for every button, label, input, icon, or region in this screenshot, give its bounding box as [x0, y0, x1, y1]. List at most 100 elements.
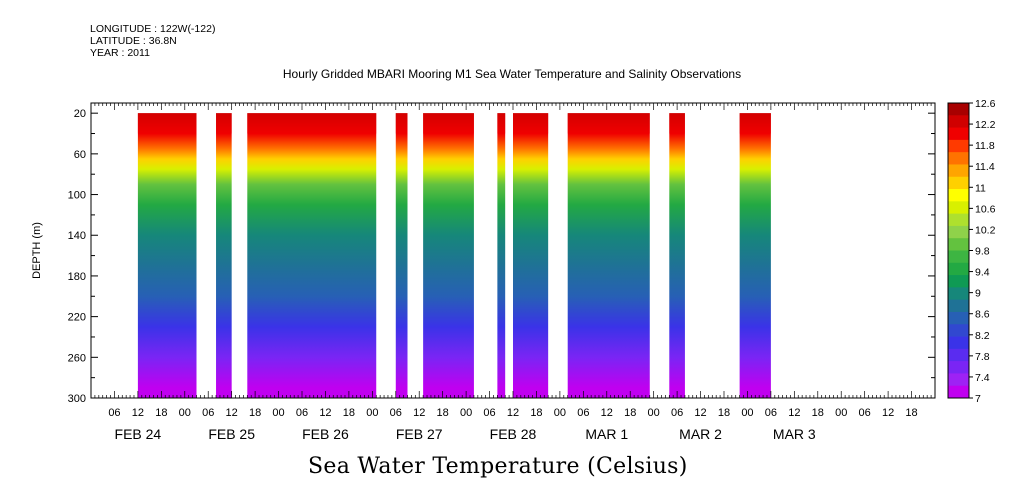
colorbar-swatch — [948, 115, 969, 128]
x-tick-label: 00 — [460, 407, 472, 419]
y-tick-label: 100 — [68, 190, 86, 202]
x-tick-label: 18 — [437, 407, 449, 419]
x-tick-label: 06 — [483, 407, 495, 419]
x-tick-label: 00 — [272, 407, 284, 419]
colorbar-label: 12.2 — [975, 119, 996, 131]
surface-band — [567, 113, 650, 134]
colorbar-swatch — [948, 311, 969, 325]
x-tick-label: 06 — [765, 407, 777, 419]
x-tick-label: 00 — [179, 407, 191, 419]
x-tick-label: 18 — [155, 407, 167, 419]
x-day-label: FEB 28 — [490, 426, 537, 442]
y-tick-label: 220 — [68, 312, 86, 324]
x-tick-label: 18 — [530, 407, 542, 419]
x-day-label: FEB 25 — [208, 426, 255, 442]
x-tick-label: 18 — [905, 407, 917, 419]
y-tick-label: 300 — [68, 393, 86, 405]
y-tick-label: 20 — [74, 108, 86, 120]
x-tick-label: 00 — [835, 407, 847, 419]
x-tick-label: 00 — [554, 407, 566, 419]
data-block — [216, 113, 232, 398]
x-tick-label: 06 — [390, 407, 402, 419]
x-tick-label: 18 — [343, 407, 355, 419]
colorbar-label: 10.6 — [975, 203, 996, 215]
surface-band — [497, 113, 506, 134]
surface-band — [137, 113, 197, 134]
x-tick-label: 12 — [601, 407, 613, 419]
variable-label: Sea Water Temperature (Celsius) — [308, 454, 688, 479]
data-block — [513, 113, 549, 398]
colorbar-swatch — [948, 176, 969, 190]
x-day-label: MAR 1 — [585, 426, 628, 442]
x-tick-label: 12 — [319, 407, 331, 419]
x-tick-label: 00 — [648, 407, 660, 419]
colorbar-label: 12.6 — [975, 98, 996, 110]
x-tick-label: 18 — [249, 407, 261, 419]
x-tick-label: 06 — [108, 407, 120, 419]
x-tick-label: 06 — [671, 407, 683, 419]
colorbar-swatch — [948, 152, 969, 165]
colorbar-swatch — [948, 189, 969, 202]
surface-band — [513, 113, 549, 134]
colorbar: 12.6 12.2 11.8 11.4 11 10.6 10.2 9.8 9.4 9 8.6 8.2 7… — [947, 98, 996, 405]
data-block — [739, 113, 771, 398]
x-tick-label: 18 — [624, 407, 636, 419]
latitude-label: LATITUDE : 36.8N — [90, 35, 177, 47]
colorbar-swatch — [948, 361, 969, 374]
colorbar-swatch — [948, 262, 969, 276]
x-tick-label: 12 — [132, 407, 144, 419]
colorbar-swatch — [948, 103, 969, 116]
data-block — [567, 113, 650, 398]
x-axis: 06 12 18 00 06 12 18 00 06 12 18 00 06 12 18 00 06 12 18 00… — [90, 103, 936, 442]
x-day-label: MAR 3 — [773, 426, 816, 442]
x-tick-label: 06 — [859, 407, 871, 419]
y-axis: 20 60 100 140 180 220 260 300 — [68, 108, 935, 405]
colorbar-swatch — [948, 385, 969, 399]
colorbar-label: 11.8 — [975, 140, 995, 152]
colorbar-label: 7.4 — [975, 372, 990, 384]
x-tick-label: 06 — [296, 407, 308, 419]
colorbar-swatch — [948, 139, 969, 153]
data-block — [247, 113, 377, 398]
x-tick-label: 12 — [413, 407, 425, 419]
colorbar-label: 9 — [975, 288, 981, 300]
x-tick-label: 12 — [507, 407, 519, 419]
surface-band — [247, 113, 377, 134]
x-day-label: MAR 2 — [679, 426, 722, 442]
x-day-label: FEB 24 — [115, 426, 162, 442]
data-block — [395, 113, 408, 398]
data-block — [137, 113, 197, 398]
x-tick-label: 18 — [812, 407, 824, 419]
colorbar-label: 8.2 — [975, 330, 990, 342]
colorbar-swatch — [948, 324, 969, 337]
longitude-label: LONGITUDE : 122W(-122) — [90, 23, 216, 35]
colorbar-swatch — [948, 127, 969, 141]
colorbar-swatch — [948, 348, 969, 362]
colorbar-label: 7 — [975, 393, 981, 405]
x-tick-label: 18 — [718, 407, 730, 419]
data-block — [669, 113, 685, 398]
x-day-label: FEB 26 — [302, 426, 349, 442]
x-tick-label: 06 — [202, 407, 214, 419]
y-tick-label: 60 — [74, 149, 86, 161]
colorbar-swatch — [948, 287, 969, 301]
data-blocks — [137, 113, 771, 398]
data-block — [497, 113, 506, 398]
colorbar-label: 10.2 — [975, 224, 996, 236]
colorbar-label: 11.4 — [975, 161, 995, 173]
y-axis-label: DEPTH (m) — [31, 222, 43, 279]
surface-band — [216, 113, 232, 134]
x-tick-label: 12 — [788, 407, 800, 419]
x-tick-label: 12 — [226, 407, 238, 419]
x-tick-label: 00 — [741, 407, 753, 419]
colorbar-swatch — [948, 201, 969, 215]
surface-band — [739, 113, 771, 134]
colorbar-swatch — [948, 164, 969, 178]
colorbar-swatch — [948, 213, 969, 227]
data-block — [423, 113, 474, 398]
surface-band — [669, 113, 685, 134]
colorbar-label: 8.6 — [975, 309, 990, 321]
colorbar-swatch — [948, 299, 969, 313]
colorbar-label: 11 — [975, 182, 986, 194]
